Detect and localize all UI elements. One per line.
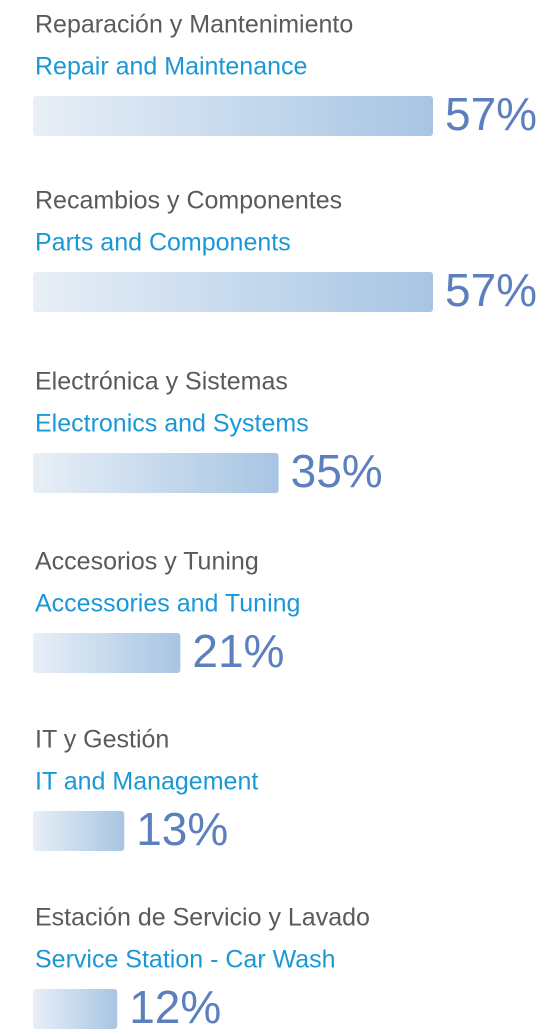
value-label: 57% <box>445 264 537 316</box>
category-label: Accessories and Tuning <box>35 590 300 618</box>
bar <box>33 96 433 136</box>
bar <box>33 453 279 493</box>
value-label: 12% <box>129 981 221 1033</box>
value-label: 35% <box>291 445 383 497</box>
bar <box>33 989 118 1029</box>
category-label: Service Station - Car Wash <box>35 946 336 974</box>
value-label: 57% <box>445 88 537 140</box>
category-label: IT and Management <box>35 768 258 796</box>
value-label: 13% <box>136 803 228 855</box>
bar <box>33 633 181 673</box>
category-label: Parts and Components <box>35 229 291 257</box>
label-es: Accesorios y Tuning <box>35 548 259 576</box>
label-es: Recambios y Componentes <box>35 187 342 215</box>
label-es: IT y Gestión <box>35 726 169 754</box>
category-label: Electronics and Systems <box>35 410 309 438</box>
bar <box>33 811 125 851</box>
label-es: Reparación y Mantenimiento <box>35 11 353 39</box>
label-es: Estación de Servicio y Lavado <box>35 904 370 932</box>
label-es: Electrónica y Sistemas <box>35 368 288 396</box>
category-label: Repair and Maintenance <box>35 53 307 81</box>
bar <box>33 272 433 312</box>
value-label: 21% <box>192 625 284 677</box>
